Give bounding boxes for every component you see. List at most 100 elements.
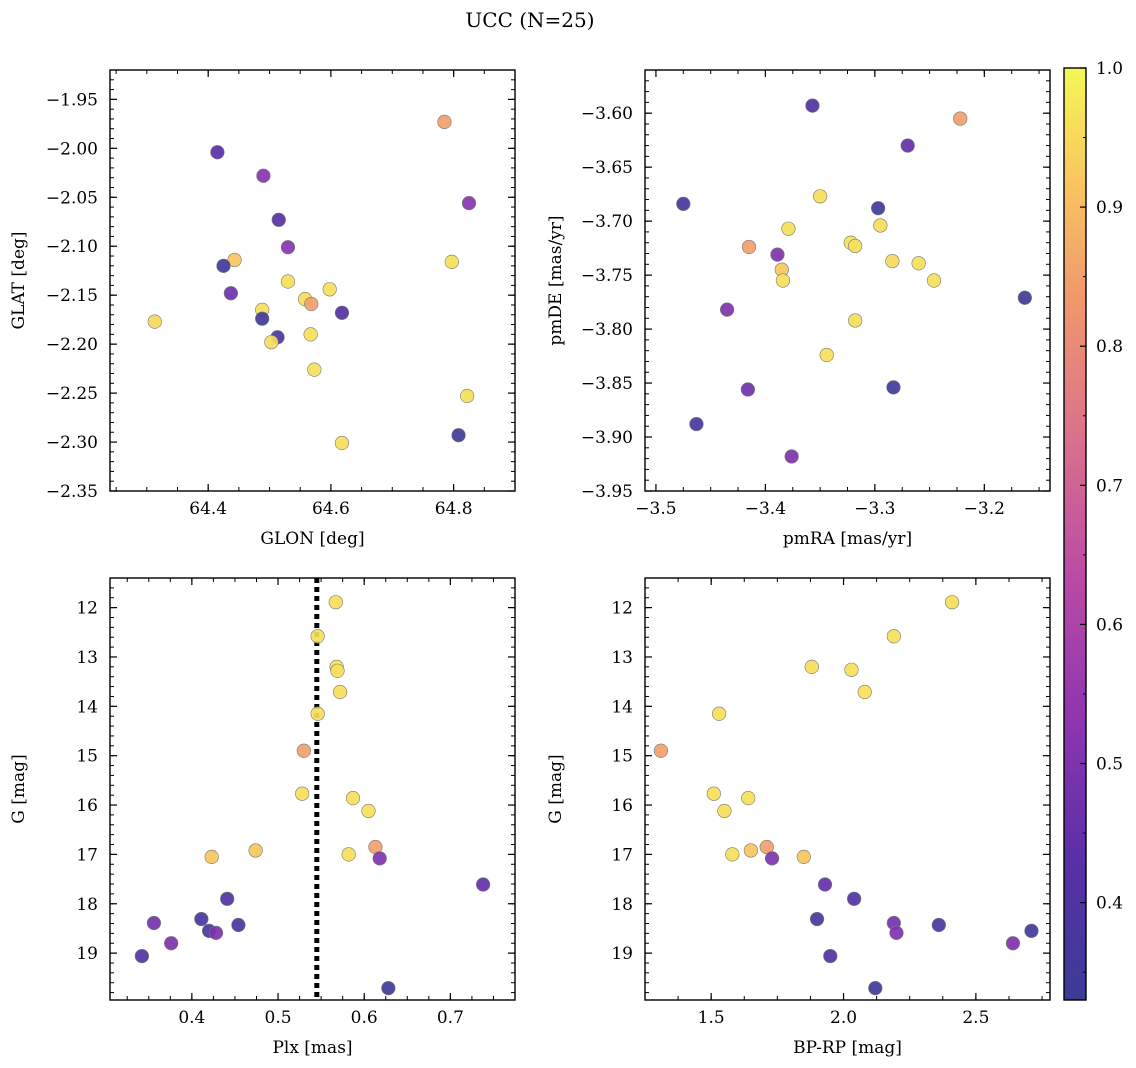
- panel-pmra-pmde: −3.5 −3.4 −3.3 −3.2 −3.60 −3.65 −3.70 −3.75 −3.8…: [546, 69, 1051, 549]
- data-point: [332, 684, 348, 700]
- y-tick-label: 18: [611, 895, 633, 915]
- data-point: [1024, 923, 1039, 939]
- y-tick-label: 19: [611, 944, 633, 964]
- data-point: [813, 189, 828, 204]
- x-axis-label: BP-RP [mag]: [793, 1038, 902, 1058]
- data-point: [953, 111, 968, 126]
- data-point: [296, 743, 311, 758]
- data-point: [653, 743, 668, 758]
- y-tick-label: 14: [611, 697, 633, 717]
- data-point: [689, 416, 704, 432]
- data-point: [819, 347, 834, 363]
- y-tick-label: −2.00: [46, 139, 98, 159]
- y-tick-label: 13: [611, 648, 633, 668]
- x-tick-label: 0.7: [437, 1008, 464, 1028]
- y-tick-label: 17: [76, 845, 98, 865]
- x-tick-label: 0.4: [178, 1008, 205, 1028]
- y-tick-label: −3.80: [581, 320, 633, 340]
- data-point: [809, 911, 825, 927]
- colorbar-tick-label: 0.4: [1096, 894, 1123, 914]
- data-point: [796, 849, 811, 864]
- data-point: [304, 296, 319, 312]
- data-point: [208, 925, 224, 940]
- data-point: [871, 201, 886, 216]
- data-point: [146, 915, 162, 931]
- y-axis-label: G [mag]: [546, 754, 566, 823]
- axes-frame: [644, 577, 1051, 1001]
- y-tick-label: −3.70: [581, 212, 633, 232]
- y-tick-label: −3.85: [581, 374, 633, 394]
- data-point: [307, 362, 322, 377]
- data-point: [805, 98, 820, 113]
- data-point: [476, 877, 491, 892]
- data-point: [926, 273, 942, 288]
- data-point: [310, 629, 325, 644]
- y-tick-label: 15: [611, 747, 633, 767]
- y-tick-label: 14: [76, 697, 98, 717]
- y-tick-label: −2.10: [46, 237, 98, 257]
- data-point: [740, 382, 755, 397]
- x-tick-label: 64.6: [312, 499, 350, 519]
- data-point: [328, 595, 343, 610]
- x-tick-label: −3.5: [635, 499, 676, 519]
- data-point: [256, 168, 271, 183]
- data-point: [885, 253, 900, 269]
- y-tick-label: 15: [76, 747, 98, 767]
- data-point: [848, 238, 863, 254]
- data-point: [303, 327, 318, 342]
- data-point: [220, 891, 235, 906]
- data-point: [743, 843, 758, 858]
- data-point: [280, 240, 296, 255]
- colorbar-gradient: [1064, 68, 1086, 1000]
- data-point: [361, 803, 376, 819]
- data-point: [223, 286, 238, 301]
- x-tick-label: 2.0: [830, 1008, 857, 1028]
- data-point: [345, 791, 361, 806]
- data-point: [1017, 290, 1032, 305]
- data-point: [231, 917, 246, 933]
- data-point: [1005, 936, 1021, 951]
- data-point: [741, 791, 756, 806]
- data-point: [886, 629, 901, 644]
- data-point: [334, 435, 350, 451]
- x-tick-label: 0.6: [351, 1008, 378, 1028]
- data-point: [147, 314, 162, 329]
- x-tick-label: 1.5: [698, 1008, 725, 1028]
- axes-frame: [644, 69, 1051, 492]
- y-axis-label: GLAT [deg]: [9, 231, 29, 329]
- data-point: [911, 256, 926, 271]
- data-point: [444, 254, 459, 269]
- x-axis-label: Plx [mas]: [272, 1038, 352, 1058]
- y-tick-label: 19: [76, 944, 98, 964]
- y-tick-label: −3.95: [581, 482, 633, 502]
- x-tick-label: 2.5: [962, 1008, 989, 1028]
- data-point: [437, 114, 452, 129]
- y-axis-label: pmDE [mas/yr]: [546, 215, 566, 345]
- data-point: [781, 221, 796, 236]
- data-point: [194, 911, 209, 927]
- data-point: [717, 803, 732, 819]
- colorbar-tick-label: 0.8: [1096, 337, 1123, 357]
- data-point: [770, 247, 785, 262]
- x-axis-label: GLON [deg]: [260, 529, 364, 549]
- data-point: [847, 891, 862, 906]
- data-point: [844, 662, 859, 677]
- x-tick-label: −3.2: [964, 499, 1005, 519]
- y-tick-label: −3.65: [581, 158, 633, 178]
- data-point: [204, 849, 219, 864]
- colorbar-tick-label: 0.5: [1096, 755, 1123, 775]
- panel-glon-glat: 64.4 64.6 64.8 −1.95 −2.00 −2.05 −2.10 −2.15 −2.…: [9, 69, 516, 549]
- data-point: [295, 786, 310, 801]
- data-point: [676, 196, 691, 211]
- y-tick-label: 16: [76, 796, 98, 816]
- data-point: [823, 948, 838, 964]
- data-point: [848, 313, 863, 328]
- data-point: [451, 428, 466, 443]
- y-tick-label: −2.25: [46, 384, 98, 404]
- colorbar-tick-label: 0.9: [1096, 198, 1123, 218]
- data-point: [322, 282, 337, 297]
- x-tick-label: 64.8: [435, 499, 473, 519]
- data-point: [931, 917, 946, 933]
- data-point: [712, 706, 727, 721]
